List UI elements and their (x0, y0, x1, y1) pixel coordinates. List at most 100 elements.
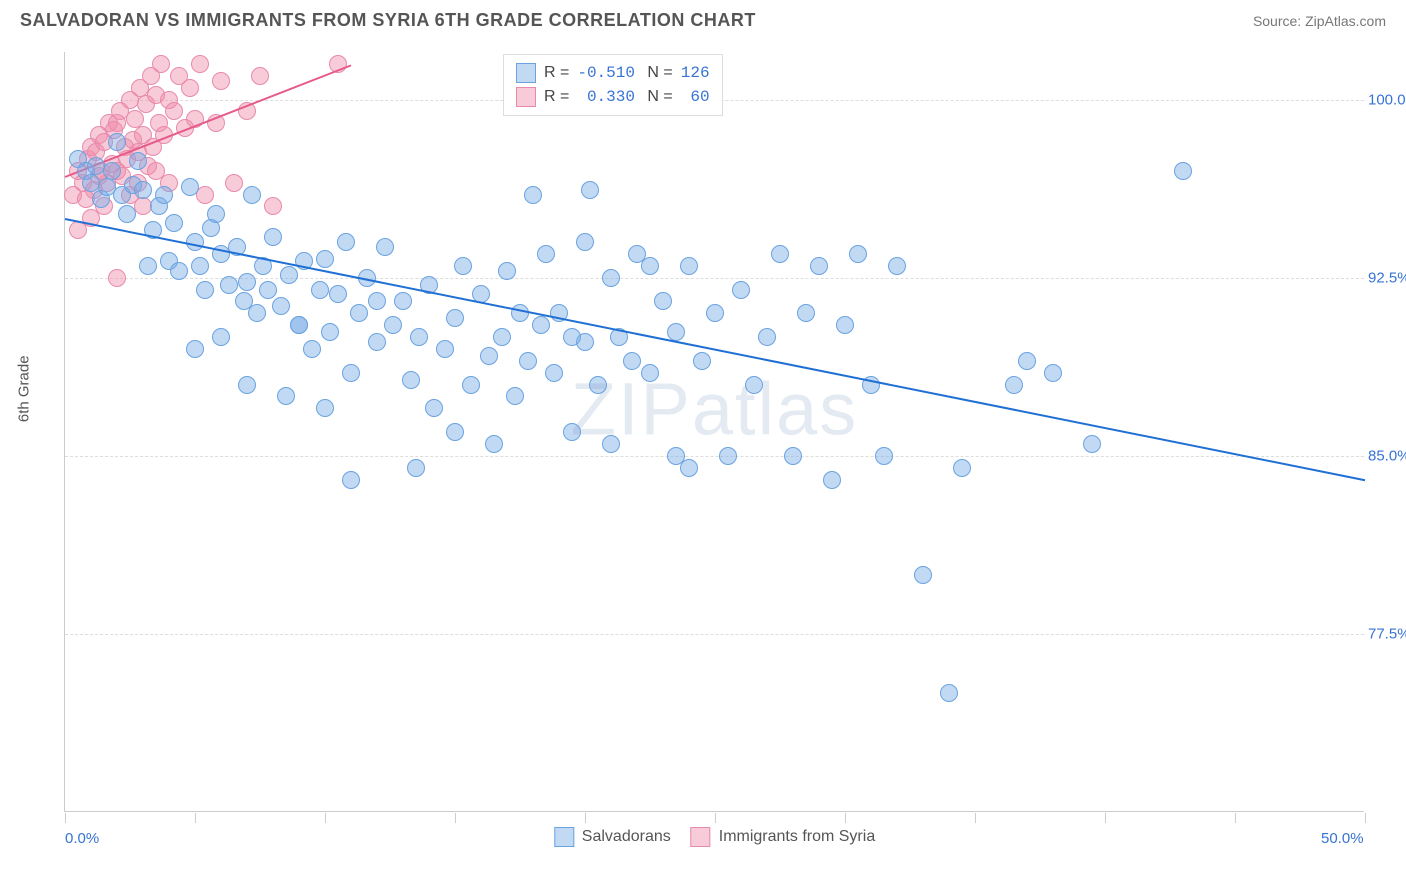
data-point-salvadorans (563, 423, 581, 441)
data-point-salvadorans (259, 281, 277, 299)
data-point-salvadorans (384, 316, 402, 334)
data-point-salvadorans (280, 266, 298, 284)
data-point-salvadorans (524, 186, 542, 204)
data-point-salvadorans (498, 262, 516, 280)
x-tick (845, 813, 846, 823)
data-point-salvadorans (667, 447, 685, 465)
r-value-syria: 0.330 (577, 88, 635, 106)
data-point-salvadorans (623, 352, 641, 370)
data-point-syria (225, 174, 243, 192)
x-tick (975, 813, 976, 823)
y-tick-label: 85.0% (1368, 447, 1406, 464)
data-point-salvadorans (480, 347, 498, 365)
data-point-salvadorans (350, 304, 368, 322)
data-point-salvadorans (446, 309, 464, 327)
data-point-salvadorans (342, 364, 360, 382)
legend-item-syria: Immigrants from Syria (691, 827, 875, 847)
data-point-salvadorans (191, 257, 209, 275)
data-point-salvadorans (272, 297, 290, 315)
series-legend: Salvadorans Immigrants from Syria (554, 827, 875, 847)
data-point-salvadorans (602, 269, 620, 287)
source-label: Source: (1253, 13, 1301, 29)
data-point-salvadorans (410, 328, 428, 346)
data-point-salvadorans (537, 245, 555, 263)
header: SALVADORAN VS IMMIGRANTS FROM SYRIA 6TH … (0, 0, 1406, 41)
data-point-salvadorans (953, 459, 971, 477)
gridline-h (65, 278, 1364, 279)
data-point-salvadorans (485, 435, 503, 453)
y-tick-label: 92.5% (1368, 269, 1406, 286)
y-tick-label: 100.0% (1368, 91, 1406, 108)
data-point-salvadorans (329, 285, 347, 303)
data-point-syria (108, 269, 126, 287)
data-point-syria (264, 197, 282, 215)
data-point-salvadorans (545, 364, 563, 382)
data-point-salvadorans (506, 387, 524, 405)
legend-item-salvadorans: Salvadorans (554, 827, 671, 847)
trend-line-salvadorans (65, 218, 1365, 481)
data-point-salvadorans (290, 316, 308, 334)
data-point-syria (251, 67, 269, 85)
data-point-salvadorans (1005, 376, 1023, 394)
chart: 6th Grade ZIPatlas R = -0.510 N = 126 R … (50, 52, 1370, 842)
data-point-salvadorans (1018, 352, 1036, 370)
data-point-salvadorans (1044, 364, 1062, 382)
data-point-salvadorans (108, 133, 126, 151)
data-point-salvadorans (810, 257, 828, 275)
data-point-salvadorans (165, 214, 183, 232)
legend-label: Salvadorans (582, 828, 671, 846)
chart-title: SALVADORAN VS IMMIGRANTS FROM SYRIA 6TH … (20, 10, 756, 31)
data-point-salvadorans (836, 316, 854, 334)
data-point-salvadorans (888, 257, 906, 275)
data-point-salvadorans (196, 281, 214, 299)
data-point-salvadorans (129, 152, 147, 170)
data-point-salvadorans (511, 304, 529, 322)
data-point-syria (147, 162, 165, 180)
data-point-salvadorans (823, 471, 841, 489)
data-point-salvadorans (784, 447, 802, 465)
data-point-syria (181, 79, 199, 97)
data-point-salvadorans (654, 292, 672, 310)
data-point-salvadorans (425, 399, 443, 417)
x-tick (455, 813, 456, 823)
data-point-syria (108, 114, 126, 132)
data-point-salvadorans (797, 304, 815, 322)
data-point-salvadorans (493, 328, 511, 346)
data-point-salvadorans (563, 328, 581, 346)
data-point-salvadorans (914, 566, 932, 584)
x-tick (715, 813, 716, 823)
data-point-salvadorans (220, 276, 238, 294)
data-point-salvadorans (321, 323, 339, 341)
data-point-salvadorans (368, 333, 386, 351)
y-tick-label: 77.5% (1368, 625, 1406, 642)
data-point-salvadorans (238, 273, 256, 291)
data-point-salvadorans (394, 292, 412, 310)
gridline-h (65, 634, 1364, 635)
data-point-salvadorans (849, 245, 867, 263)
swatch-salvadorans (516, 63, 536, 83)
data-point-salvadorans (402, 371, 420, 389)
data-point-salvadorans (693, 352, 711, 370)
swatch-syria (516, 87, 536, 107)
data-point-salvadorans (745, 376, 763, 394)
data-point-salvadorans (641, 364, 659, 382)
data-point-salvadorans (139, 257, 157, 275)
data-point-salvadorans (248, 304, 266, 322)
data-point-salvadorans (277, 387, 295, 405)
data-point-salvadorans (732, 281, 750, 299)
data-point-salvadorans (376, 238, 394, 256)
data-point-salvadorans (407, 459, 425, 477)
data-point-salvadorans (134, 181, 152, 199)
data-point-salvadorans (170, 262, 188, 280)
r-label: R = (544, 64, 569, 82)
x-axis-label: 50.0% (1321, 830, 1364, 847)
data-point-salvadorans (1174, 162, 1192, 180)
data-point-salvadorans (243, 186, 261, 204)
r-label: R = (544, 88, 569, 106)
x-tick (195, 813, 196, 823)
data-point-salvadorans (436, 340, 454, 358)
source-name: ZipAtlas.com (1305, 13, 1386, 29)
data-point-salvadorans (264, 228, 282, 246)
n-label: N = (643, 64, 673, 82)
swatch-syria (691, 827, 711, 847)
